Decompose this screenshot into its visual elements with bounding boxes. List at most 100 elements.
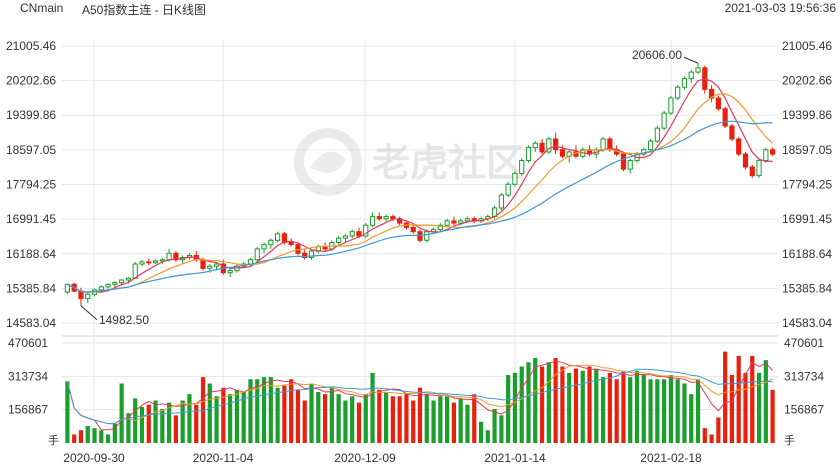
candle-up	[268, 239, 274, 246]
symbol-label: CNmain	[20, 1, 64, 15]
candle-up	[437, 224, 443, 231]
volume-bar	[506, 375, 511, 443]
candle-down	[722, 108, 728, 127]
volume-bar	[641, 375, 646, 443]
price-tick-label-right: 18597.05	[782, 143, 832, 157]
volume-unit-label-left: 手	[48, 433, 59, 447]
candle-up	[505, 183, 511, 196]
candle-down	[770, 149, 776, 155]
candle-up	[458, 220, 464, 224]
candle-up	[166, 252, 172, 261]
candle-up	[274, 233, 281, 241]
volume-bar	[282, 385, 287, 443]
price-tick-label-right: 17794.25	[782, 178, 832, 192]
volume-bar	[750, 355, 755, 443]
price-tick-label-right: 21005.46	[782, 39, 832, 53]
volume-bar	[119, 383, 124, 443]
volume-bar	[92, 428, 97, 443]
candle-up	[498, 194, 504, 209]
volume-bar	[370, 372, 375, 443]
low-annotation-label: 14982.50	[99, 313, 149, 327]
volume-tick-label-right: 156867	[784, 403, 824, 417]
candle-up	[464, 218, 471, 222]
candle-down	[729, 125, 735, 140]
volume-bar	[553, 358, 558, 443]
candle-up	[207, 265, 213, 269]
volume-bar	[329, 387, 334, 443]
volume-bar	[112, 423, 117, 443]
annotations: 20606.00 14982.50	[80, 48, 699, 327]
volume-bar	[478, 421, 484, 443]
price-ma5-line	[67, 78, 773, 293]
candle-down	[78, 290, 84, 300]
x-tick-label: 2020-11-04	[193, 451, 254, 465]
candle-up	[519, 160, 525, 174]
volume-bar	[207, 383, 212, 443]
candle-up	[525, 147, 532, 162]
volume-bar	[214, 396, 219, 443]
price-tick-label-right: 14583.04	[782, 316, 832, 330]
candle-up	[546, 138, 552, 153]
volume-ma-lines	[66, 360, 773, 431]
candle-up	[363, 224, 369, 237]
candle-down	[410, 226, 416, 233]
candle-down	[742, 153, 749, 168]
volume-bar	[634, 370, 640, 443]
price-ma-lines	[67, 78, 774, 293]
volume-bar	[248, 379, 253, 443]
tiger-logo-icon	[294, 128, 362, 196]
candle-down	[559, 149, 566, 157]
volume-bar	[600, 377, 606, 443]
candle-up	[261, 244, 267, 250]
candle-up	[600, 138, 606, 151]
volume-bar	[695, 379, 701, 443]
volume-bar	[234, 389, 240, 443]
volume-bar	[438, 396, 443, 443]
high-annotation-leader	[683, 56, 699, 64]
volume-bar	[255, 379, 260, 443]
volume-bar	[289, 379, 294, 443]
candle-up	[756, 160, 762, 177]
volume-unit-label-right: 手	[784, 433, 795, 447]
volume-tick-label-right: 313734	[784, 369, 824, 383]
volume-bar	[519, 366, 524, 443]
volume-bar	[628, 377, 633, 443]
candle-down	[302, 252, 308, 259]
candle-up	[152, 260, 159, 264]
candle-up	[159, 259, 165, 262]
candle-up	[308, 250, 315, 259]
candle-up	[227, 270, 233, 274]
volume-bar	[729, 375, 735, 443]
candle-up	[349, 231, 355, 237]
volume-bar	[580, 370, 585, 443]
price-tick-label-left: 14583.04	[6, 316, 56, 330]
candle-up	[85, 293, 91, 300]
volume-bar	[275, 387, 280, 443]
candle-down	[451, 220, 457, 224]
candle-down	[281, 233, 287, 243]
price-tick-label-left: 16991.45	[6, 212, 56, 226]
volume-tick-label-right: 470601	[784, 336, 824, 350]
volume-bar	[363, 394, 368, 443]
volume-bar	[451, 402, 457, 443]
candle-up	[112, 282, 118, 285]
volume-bar	[167, 402, 172, 443]
volume-bar	[390, 396, 395, 443]
volume-bar	[573, 368, 579, 443]
volume-bar	[295, 389, 301, 443]
volume-bar	[241, 392, 246, 443]
volume-bar	[377, 389, 382, 443]
volume-bar	[336, 394, 341, 443]
price-tick-label-left: 18597.05	[6, 143, 56, 157]
volume-bar	[221, 387, 226, 443]
volume-bar	[99, 430, 104, 443]
volume-bar	[770, 389, 775, 443]
volume-bar	[404, 394, 409, 443]
x-tick-label: 2021-01-14	[484, 451, 546, 465]
price-tick-label-left: 20202.66	[6, 74, 56, 88]
candle-up	[444, 220, 450, 226]
volume-bar	[675, 379, 680, 443]
candle-up	[763, 149, 769, 162]
candle-down	[322, 246, 328, 250]
volume-bar	[146, 404, 151, 443]
